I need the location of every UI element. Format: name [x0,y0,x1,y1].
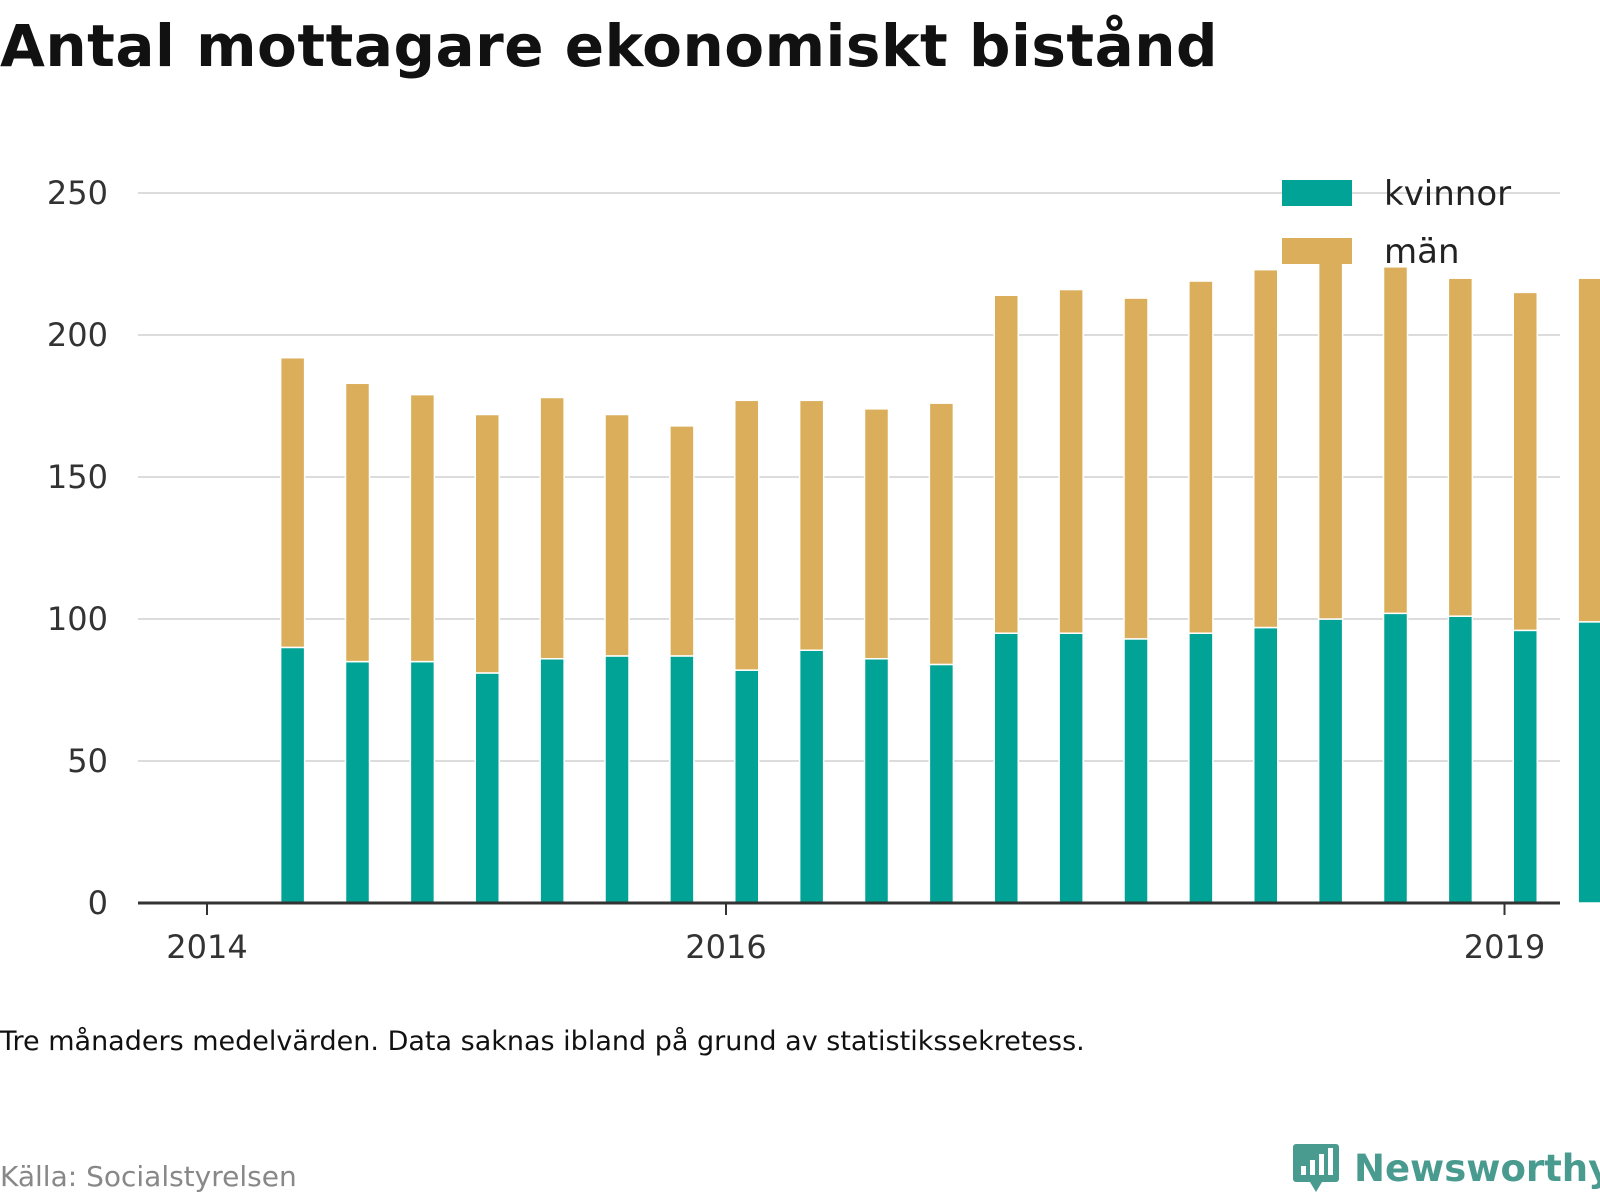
legend: kvinnor män [1282,174,1511,272]
bar-man [1123,297,1149,640]
y-axis-ticks: 0 50 100 150 200 250 [47,174,108,922]
y-tick-label: 200 [47,316,108,354]
bar-man [1253,268,1279,629]
bar-kvinnor [1188,632,1214,904]
bar-man [1577,277,1600,623]
bar-man [798,399,825,651]
bar-man [539,396,565,660]
legend-swatch [1282,180,1352,206]
bar-man [474,413,501,674]
bar-kvinnor [1577,621,1600,904]
bar-kvinnor [1382,612,1409,904]
bar-kvinnor [993,632,1020,904]
bar-man [1317,257,1344,620]
bar-man [669,425,695,657]
bar-kvinnor [409,660,436,904]
bar-kvinnor [1123,638,1149,904]
chart-title: Antal mottagare ekonomiskt bistånd [0,12,1219,80]
x-axis: 20142016201920212023 [138,901,1560,966]
bar-kvinnor [279,646,306,904]
brand-name: Newsworthy [1354,1146,1600,1190]
y-tick-label: 250 [47,174,108,212]
bar-man [863,408,890,660]
y-tick-label: 150 [47,458,108,496]
chart-note: Tre månaders medelvärden. Data saknas ib… [0,1026,1085,1057]
y-tick-label: 100 [47,600,108,638]
bar-man [1512,291,1539,632]
bar-man [279,356,306,649]
bar-man [993,294,1020,634]
bar-kvinnor [474,672,501,904]
bar-kvinnor [1253,626,1279,904]
bar-man [928,402,955,666]
bar-kvinnor [1512,629,1539,904]
newsworthy-logo-icon [1293,1144,1339,1192]
bar-man [344,382,371,663]
bar-kvinnor [734,669,760,904]
bar-man [1188,280,1214,634]
bar-man [409,393,436,663]
bar-man [1447,277,1474,617]
legend-swatch [1282,238,1352,264]
bar-kvinnor [928,663,955,904]
y-tick-label: 0 [88,884,108,922]
bar-kvinnor [1058,632,1084,904]
bar-kvinnor [1317,618,1344,904]
bar-man [1058,288,1084,634]
legend-label: kvinnor [1384,174,1511,214]
bars [279,257,1600,904]
legend-label: män [1384,232,1460,272]
bar-kvinnor [1447,615,1474,904]
y-tick-label: 50 [67,742,108,780]
bar-man [604,413,630,657]
bar-man [734,399,760,671]
bar-man [1382,266,1409,615]
bar-kvinnor [798,649,825,904]
bar-kvinnor [669,655,695,904]
x-tick-label: 2016 [685,928,766,966]
source-credit: Källa: Socialstyrelsen [0,1160,297,1193]
x-tick-label: 2019 [1464,928,1545,966]
bar-kvinnor [344,660,371,904]
bar-kvinnor [604,655,630,904]
brand-logo[interactable]: Newsworthy [1292,1142,1600,1194]
bar-kvinnor [539,658,565,904]
x-tick-label: 2014 [166,928,247,966]
bar-kvinnor [863,658,890,904]
